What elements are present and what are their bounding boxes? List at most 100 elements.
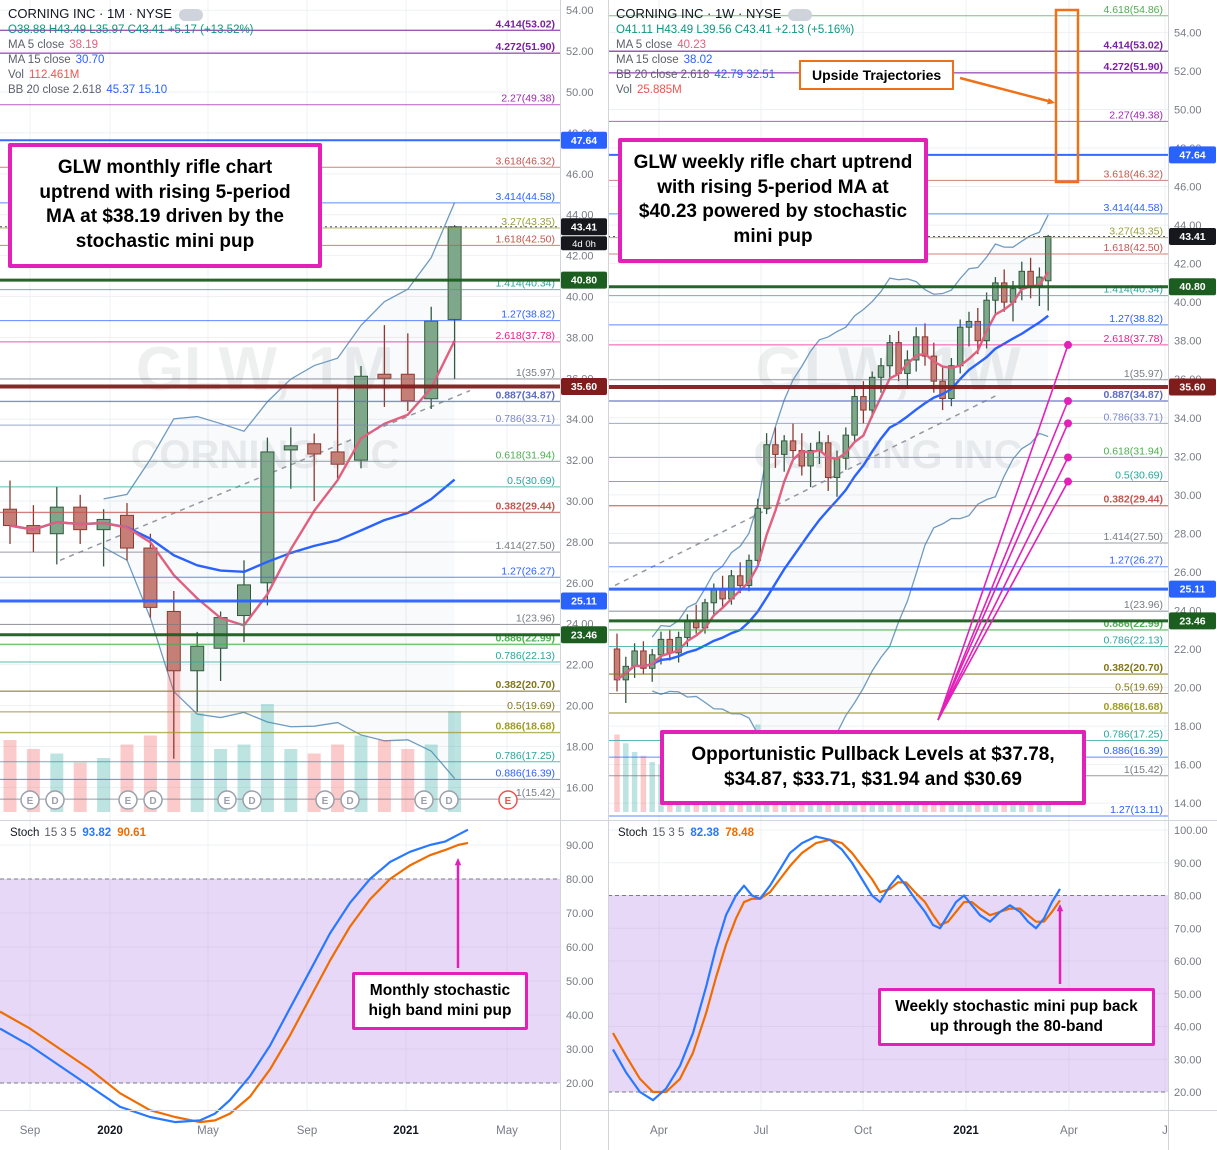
bollinger-lower-band <box>103 546 456 779</box>
fib-level-label: 1(15.42) <box>516 787 555 799</box>
svg-text:Sep: Sep <box>297 1125 317 1137</box>
pullback-level-dot <box>1064 340 1072 349</box>
earnings-marker-icon[interactable] <box>414 790 434 810</box>
svg-text:May: May <box>197 1125 219 1137</box>
svg-text:40.80: 40.80 <box>1179 281 1205 293</box>
symbol-title[interactable]: CORNING INC · 1M · NYSE <box>8 6 172 21</box>
ma5-legend: MA 5 close 40.23 <box>616 39 707 51</box>
ohlc-values: O38.88 H43.49 L35.97 C43.41 +5.17 (+13.5… <box>8 24 254 36</box>
dividend-marker-icon[interactable] <box>143 790 163 810</box>
stoch-d-value: 90.61 <box>117 827 146 839</box>
svg-text:40.00: 40.00 <box>1174 1022 1202 1034</box>
svg-text:D: D <box>51 796 58 807</box>
fib-level-label: 0.786(22.13) <box>1103 635 1163 647</box>
fib-level-label: 1.27(13.11) <box>1110 804 1163 816</box>
fibonacci-levels: 4.414(53.02) 4.272(51.90) 2.27(49.38) 3.618… <box>0 18 560 800</box>
price-axis[interactable]: 54.0052.0050.0048.0046.0044.0042.0040.00… <box>560 0 608 1150</box>
fib-level-label: 0.886(18.68) <box>495 721 555 733</box>
weekly-analysis-callout: GLW weekly rifle chart uptrend with risi… <box>618 138 928 263</box>
svg-text:40.80: 40.80 <box>571 275 597 287</box>
stoch-title[interactable]: Stoch <box>618 827 648 839</box>
svg-text:16.00: 16.00 <box>1174 760 1202 772</box>
stoch-k-value: 93.82 <box>82 827 112 839</box>
svg-text:42.00: 42.00 <box>1174 259 1202 271</box>
fibonacci-levels: 4.618(54.86) 4.414(53.02) 4.272(51.90) 2.27… <box>608 4 1168 817</box>
upside-trajectories-box <box>1054 8 1080 184</box>
svg-text:28.00: 28.00 <box>566 537 594 549</box>
fib-level-label: 0.786(17.25) <box>1103 729 1163 741</box>
fib-level-label: 3.414(44.58) <box>1103 202 1163 214</box>
svg-text:50.00: 50.00 <box>566 976 594 988</box>
svg-text:J: J <box>1162 1125 1168 1137</box>
svg-text:50.00: 50.00 <box>1174 104 1202 116</box>
svg-text:80.00: 80.00 <box>566 874 594 886</box>
dividend-marker-icon[interactable] <box>439 790 459 810</box>
earnings-marker-icon[interactable] <box>118 790 138 810</box>
svg-text:18.00: 18.00 <box>1174 721 1202 733</box>
svg-text:14.00: 14.00 <box>1174 798 1202 810</box>
svg-text:47.64: 47.64 <box>571 135 597 147</box>
svg-text:35.60: 35.60 <box>1179 381 1205 393</box>
fib-level-label: 0.786(22.13) <box>495 650 555 662</box>
fib-level-label: 1.414(27.50) <box>1103 531 1163 543</box>
dividend-marker-icon[interactable] <box>242 790 262 810</box>
svg-text:32.00: 32.00 <box>566 455 594 467</box>
svg-text:40.00: 40.00 <box>1174 297 1202 309</box>
svg-text:D: D <box>346 796 353 807</box>
svg-text:40.00: 40.00 <box>566 292 594 304</box>
earnings-marker-icon[interactable] <box>20 790 40 810</box>
stoch-d-line <box>0 841 469 1124</box>
svg-text:Jul: Jul <box>754 1125 769 1137</box>
time-axis[interactable]: Apr Jul Oct 2021 Apr J <box>608 1110 1217 1138</box>
fib-level-label: 4.272(51.90) <box>495 41 555 53</box>
svg-text:42.00: 42.00 <box>566 251 594 263</box>
legend-toggle-icon[interactable] <box>178 8 203 21</box>
svg-text:2021: 2021 <box>393 1125 419 1137</box>
svg-text:30.00: 30.00 <box>566 1044 594 1056</box>
price-badge <box>1169 146 1216 164</box>
svg-text:May: May <box>496 1125 518 1137</box>
svg-text:70.00: 70.00 <box>566 908 594 920</box>
trendline[interactable] <box>614 393 999 587</box>
fib-level-label: 0.887(34.87) <box>1103 389 1163 401</box>
price-badge <box>1169 378 1216 396</box>
stoch-d-value: 78.48 <box>725 827 754 839</box>
svg-text:50.00: 50.00 <box>1174 989 1202 1001</box>
svg-text:46.00: 46.00 <box>566 169 594 181</box>
dividend-marker-icon[interactable] <box>45 790 65 810</box>
stoch-title[interactable]: Stoch <box>10 827 40 839</box>
fib-level-label: 0.886(18.68) <box>1103 701 1163 713</box>
upside-trajectories-label: Upside Trajectories <box>799 60 955 90</box>
price-badge <box>561 378 607 396</box>
bollinger-upper-band <box>103 202 456 500</box>
svg-text:18.00: 18.00 <box>566 741 594 753</box>
svg-text:30.00: 30.00 <box>566 496 594 508</box>
earnings-marker-icon[interactable] <box>498 790 518 810</box>
svg-text:90.00: 90.00 <box>566 840 594 852</box>
fib-level-label: 0.5(30.69) <box>507 475 555 487</box>
fib-level-label: 3.618(46.32) <box>495 155 555 167</box>
fib-level-label: 0.5(19.69) <box>1115 682 1163 694</box>
symbol-legend-weekly: CORNING INC · 1W · NYSE O41.11 H43.49 L3… <box>616 6 854 99</box>
fib-level-label: 4.272(51.90) <box>1103 61 1163 73</box>
svg-text:Apr: Apr <box>1060 1125 1078 1137</box>
bollinger-fill <box>652 214 1049 786</box>
fib-level-label: 3.27(43.35) <box>1109 226 1163 238</box>
earnings-marker-icon[interactable] <box>217 790 237 810</box>
svg-text:E: E <box>421 796 428 807</box>
stoch-k-line <box>0 828 469 1124</box>
price-axis[interactable]: 54.0052.0050.0048.0046.0044.0042.0040.00… <box>1168 0 1217 1150</box>
earnings-marker-icon[interactable] <box>315 790 335 810</box>
svg-text:22.00: 22.00 <box>1174 644 1202 656</box>
dividend-marker-icon[interactable] <box>340 790 360 810</box>
fib-level-label: 0.887(34.87) <box>495 389 555 401</box>
svg-text:E: E <box>125 796 132 807</box>
time-axis[interactable]: Sep 2020 May Sep 2021 May <box>0 1110 608 1138</box>
fib-level-label: 0.618(31.94) <box>495 449 555 461</box>
legend-toggle-icon[interactable] <box>788 8 813 21</box>
fib-level-label: 4.414(53.02) <box>495 18 555 30</box>
symbol-title[interactable]: CORNING INC · 1W · NYSE <box>616 6 782 21</box>
bar-countdown-badge <box>561 236 607 251</box>
